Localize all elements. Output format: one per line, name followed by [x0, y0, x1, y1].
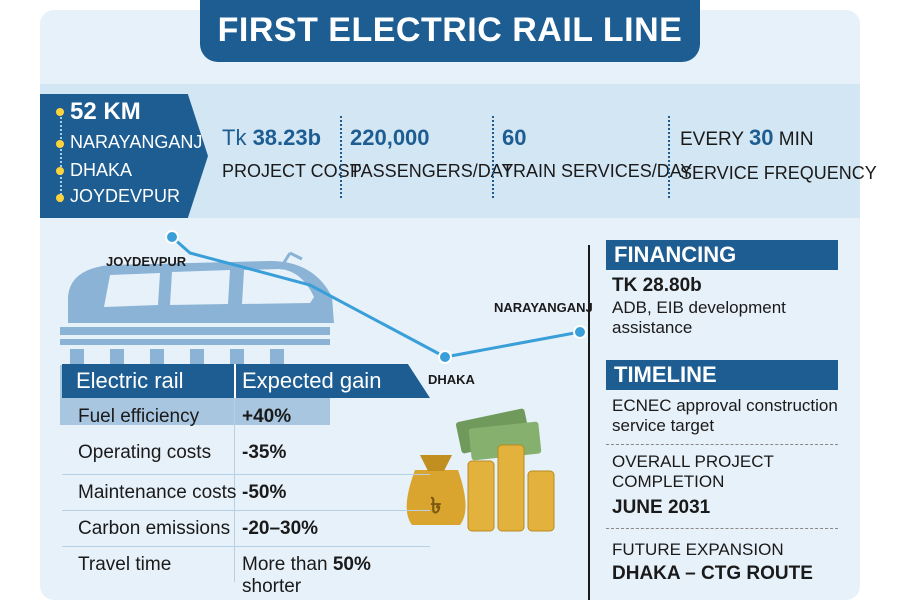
stat-label: PROJECT COST	[222, 161, 361, 181]
stat-value: 30	[749, 125, 774, 150]
station-dot	[438, 350, 452, 364]
route-stop: NARAYANGANJ	[70, 132, 203, 152]
stat-train-services: 60 TRAIN SERVICES/DAY	[502, 124, 692, 184]
route-length: 52 KM	[70, 98, 141, 125]
route-dot	[56, 108, 64, 116]
title-banner: FIRST ELECTRIC RAIL LINE	[200, 0, 700, 62]
row-divider	[62, 510, 430, 511]
stat-prefix: Tk	[222, 125, 253, 150]
money-bag-icon: ৳	[406, 455, 466, 525]
stat-separator	[668, 116, 670, 198]
table-header: Electric rail Expected gain	[62, 364, 430, 398]
svg-text:৳: ৳	[431, 494, 442, 519]
timeline-item-label: FUTURE EXPANSION	[612, 540, 784, 559]
route-box	[40, 94, 208, 218]
timeline-item-value: DHAKA – CTG ROUTE	[612, 563, 813, 584]
stat-passengers: 220,000 PASSENGERS/DAY	[350, 124, 513, 184]
timeline-divider	[606, 528, 838, 529]
city-label: NARAYANGANJ	[494, 300, 593, 315]
stat-project-cost: Tk 38.23b PROJECT COST	[222, 124, 361, 184]
column-divider	[234, 398, 235, 582]
gain-bold: 50%	[332, 554, 371, 575]
coin-stack-icon	[467, 444, 555, 532]
stat-separator	[492, 116, 494, 198]
financing-heading: FINANCING	[606, 240, 838, 270]
route-line	[171, 235, 581, 359]
stat-value: 38.23b	[252, 125, 322, 150]
column-divider	[588, 245, 590, 600]
timeline-item-value: JUNE 2031	[612, 497, 711, 518]
row-gain: More than 50% shorter	[242, 554, 430, 598]
city-label: DHAKA	[428, 372, 475, 387]
station-dot	[165, 230, 179, 244]
row-item: Fuel efficiency	[78, 406, 200, 427]
route-dot	[56, 194, 64, 202]
timeline-item-label: OVERALL PROJECT COMPLETION	[612, 452, 774, 491]
page-title: FIRST ELECTRIC RAIL LINE	[217, 11, 683, 49]
station-dot	[573, 325, 587, 339]
row-divider	[62, 474, 430, 475]
row-item: Carbon emissions	[78, 518, 231, 539]
table-row: Maintenance costs -50%	[62, 476, 430, 510]
row-gain: -35%	[242, 442, 287, 463]
timeline-divider	[606, 444, 838, 445]
column-header: Expected gain	[242, 368, 382, 393]
row-divider	[62, 546, 430, 547]
table-row: Fuel efficiency +40%	[62, 400, 430, 434]
financing-amount: TK 28.80b	[612, 275, 702, 296]
stat-label: SERVICE FREQUENCY	[680, 163, 877, 183]
row-item: Travel time	[78, 554, 172, 575]
route-stop: DHAKA	[70, 160, 133, 180]
row-item: Operating costs	[78, 442, 212, 463]
gain-prefix: More than	[242, 554, 333, 575]
stat-frequency: EVERY 30 MIN SERVICE FREQUENCY	[680, 124, 877, 186]
stat-separator	[340, 116, 342, 198]
table-row: Travel time More than 50% shorter	[62, 548, 430, 597]
table-row: Carbon emissions -20–30%	[62, 512, 430, 546]
city-label: JOYDEVPUR	[106, 254, 187, 269]
stat-label: TRAIN SERVICES/DAY	[502, 161, 693, 181]
timeline-heading: TIMELINE	[606, 360, 838, 390]
row-item: Maintenance costs	[78, 482, 237, 503]
table-row: Operating costs -35%	[62, 436, 430, 470]
route-dot	[56, 167, 64, 175]
financing-detail: ADB, EIB development assistance	[612, 298, 786, 337]
route-dot	[56, 140, 64, 148]
stat-value: 60	[502, 125, 527, 150]
timeline-item-label: ECNEC approval construction service targ…	[612, 396, 838, 435]
stat-suffix: MIN	[773, 129, 814, 150]
route-stop: JOYDEVPUR	[70, 186, 181, 206]
gain-suffix: shorter	[242, 576, 302, 597]
route-connector	[60, 110, 62, 202]
column-divider	[234, 364, 236, 398]
stat-value: 220,000	[350, 125, 430, 150]
row-gain: -20–30%	[242, 518, 319, 539]
stat-label: PASSENGERS/DAY	[350, 161, 514, 181]
row-gain: +40%	[242, 406, 292, 427]
row-gain: -50%	[242, 482, 287, 503]
stat-prefix: EVERY	[680, 129, 750, 150]
column-header: Electric rail	[76, 368, 184, 393]
